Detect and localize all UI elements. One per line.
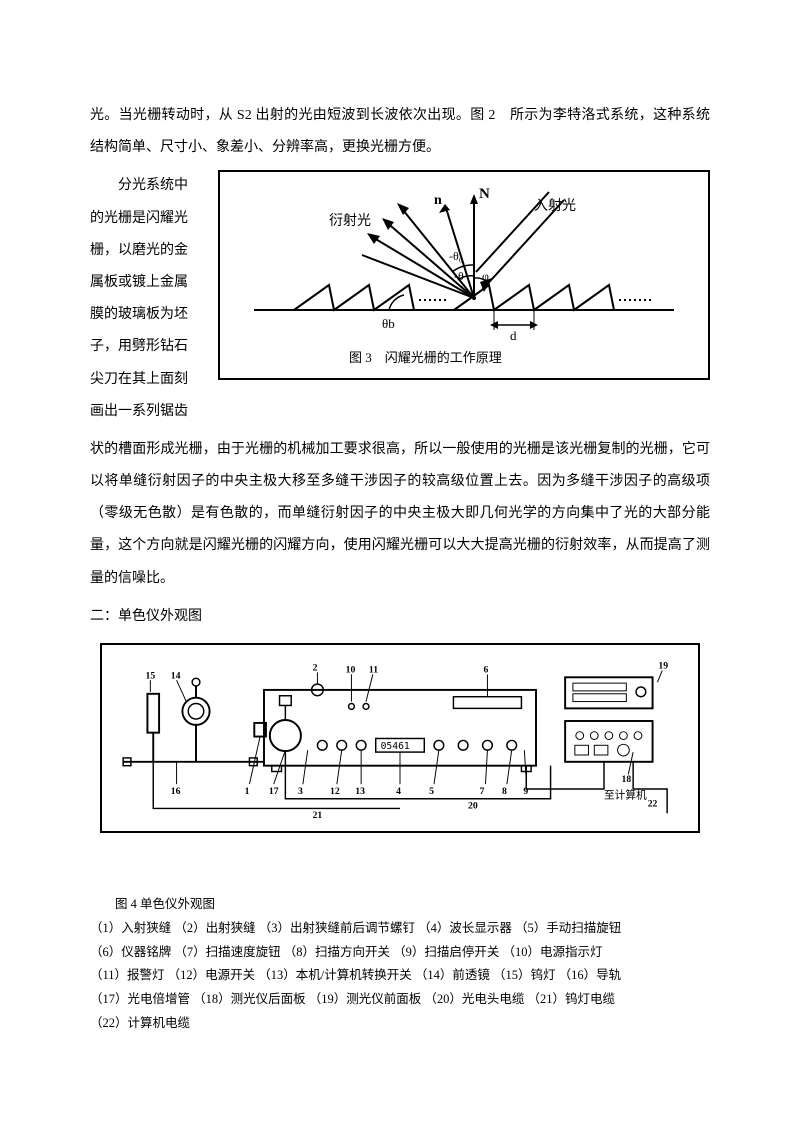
figure4-caption: 图 4 单色仪外观图 [90,893,710,917]
wavelength-readout: 05461 [381,741,410,752]
callout-22: 22 [648,798,658,809]
legend-row-5: （22）计算机电缆 [90,1012,710,1036]
callout-16: 16 [171,786,181,797]
label-to-computer: 至计算机 [604,789,647,802]
label-incident: 入射光 [534,198,576,214]
figure3-svg: 衍射光 n N 入射光 -θ₀ -θ φ θb d 图 3 闪耀光栅的工作原理 [228,180,700,370]
callout-9: 9 [523,786,528,797]
callout-18: 18 [621,774,631,785]
callout-1: 1 [245,786,250,797]
label-theta: -θ [454,269,464,283]
section2-title: 二：单色仪外观图 [90,601,710,633]
callout-6: 6 [484,664,489,675]
callout-11: 11 [369,664,378,675]
continue-paragraph: 状的槽面形成光栅，由于光栅的机械加工要求很高，所以一般使用的光栅是该光栅复制的光… [90,434,710,595]
callout-8: 8 [502,786,507,797]
label-phi: φ [482,269,489,283]
callout-7: 7 [480,786,485,797]
label-d: d [510,328,517,343]
callout-19: 19 [658,661,668,672]
legend-row-2: （6）仪器铭牌 （7）扫描速度旋钮 （8）扫描方向开关 （9）扫描启停开关 （1… [90,941,710,965]
callout-15: 15 [145,670,155,681]
label-theta0: -θ₀ [449,249,463,263]
callout-14: 14 [171,670,181,681]
figure3-wrap-section: 分光系统中的光栅是闪耀光栅，以磨光的金属板或镀上金属膜的玻璃板为坯子，用劈形钻石… [90,170,710,428]
label-thetab: θb [382,316,395,331]
callout-13: 13 [355,786,365,797]
callout-4: 4 [396,786,401,797]
legend-row-3: （11）报警灯 （12）电源开关 （13）本机/计算机转换开关 （14）前透镜 … [90,964,710,988]
legend-row-4: （17）光电倍增管 （18）测光仪后面板 （19）测光仪前面板 （20）光电头电… [90,988,710,1012]
callout-21: 21 [313,810,323,821]
callout-12: 12 [330,786,340,797]
callout-10: 10 [346,664,356,675]
intro-paragraph: 光。当光栅转动时，从 S2 出射的光由短波到长波依次出现。图 2 所示为李特洛式… [90,100,710,164]
legend-row-1: （1）入射狭缝 （2）出射狭缝 （3）出射狭缝前后调节螺钉 （4）波长显示器 （… [90,917,710,941]
figure4-legend: 图 4 单色仪外观图 （1）入射狭缝 （2）出射狭缝 （3）出射狭缝前后调节螺钉… [90,893,710,1036]
wrap-text: 分光系统中的光栅是闪耀光栅，以磨光的金属板或镀上金属膜的玻璃板为坯子，用劈形钻石… [90,170,200,428]
callout-2: 2 [313,662,318,673]
figure3-caption: 图 3 闪耀光栅的工作原理 [349,350,502,365]
label-diffracted: 衍射光 [329,213,371,229]
callout-5: 5 [429,786,434,797]
callout-17: 17 [269,786,279,797]
label-n-small: n [434,193,442,208]
figure4-box: 05461 [100,643,700,833]
label-n-big: N [479,186,490,202]
figure3-box: 衍射光 n N 入射光 -θ₀ -θ φ θb d 图 3 闪耀光栅的工作原理 [218,170,710,380]
callout-20: 20 [468,800,478,811]
figure4-svg: 05461 [110,653,690,823]
callout-3: 3 [298,786,303,797]
